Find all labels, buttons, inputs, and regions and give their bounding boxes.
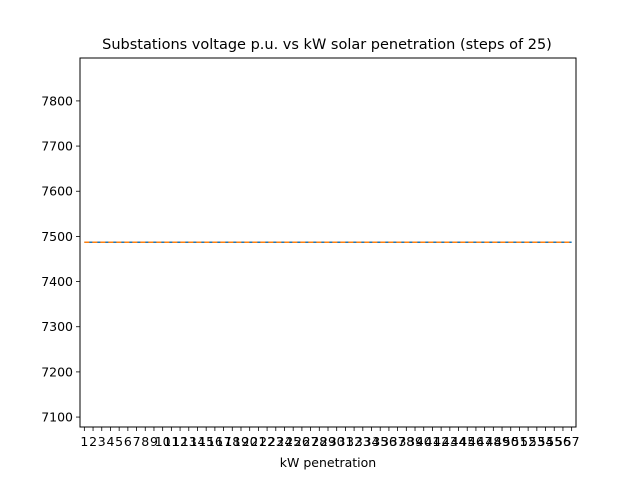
x-tick-label: 19 [233,434,249,449]
x-tick-label: 23 [268,434,284,449]
x-tick-label: 26 [294,434,310,449]
y-tick-label: 7800 [41,93,73,108]
x-tick-label: 44 [451,434,467,449]
x-tick-label: 3 [98,434,106,449]
y-tick-label: 7500 [41,229,73,244]
x-tick-label: 53 [529,434,545,449]
x-axis-label: kW penetration [280,455,376,470]
x-tick-label: 33 [355,434,371,449]
x-tick-label: 46 [468,434,484,449]
x-tick-label: 13 [181,434,197,449]
x-tick-label: 8 [141,434,149,449]
x-tick-label: 25 [285,434,301,449]
x-tick-label: 36 [381,434,397,449]
x-tick-label: 4 [106,434,114,449]
y-tick-label: 7600 [41,184,73,199]
x-tick-label: 24 [277,434,293,449]
x-tick-label: 20 [242,434,258,449]
x-tick-label: 42 [433,434,449,449]
x-tick-label: 28 [311,434,327,449]
x-tick-label: 12 [172,434,188,449]
x-tick-label: 18 [224,434,240,449]
y-axis: 7100 7200 7300 7400 7500 7600 7700 7800 [41,93,80,425]
y-tick-label: 7400 [41,274,73,289]
x-tick-label: 45 [459,434,475,449]
x-tick-label: 43 [442,434,458,449]
x-tick-label: 5 [115,434,123,449]
x-tick-label: 50 [503,434,519,449]
x-tick-label: 51 [511,434,527,449]
x-tick-label: 7 [133,434,141,449]
x-tick-label: 31 [337,434,353,449]
y-tick-label: 7100 [41,410,73,425]
y-tick-label: 7200 [41,364,73,379]
x-tick-label: 35 [372,434,388,449]
x-tick-label: 49 [494,434,510,449]
x-tick-label: 21 [250,434,266,449]
x-tick-label: 16 [207,434,223,449]
chart-title: Substations voltage p.u. vs kW solar pen… [102,37,552,53]
x-tick-label: 30 [329,434,345,449]
x-tick-label: 47 [477,434,493,449]
x-tick-label: 52 [520,434,536,449]
x-tick-label: 39 [407,434,423,449]
x-tick-label: 37 [390,434,406,449]
y-tick-label: 7700 [41,139,73,154]
x-tick-label: 38 [398,434,414,449]
x-tick-label: 41 [424,434,440,449]
x-axis: 1 2 3 4 5 6 7 8 91011121314151617181920212223242… [80,427,580,449]
x-tick-label: 57 [564,434,580,449]
x-tick-label: 14 [190,434,206,449]
x-tick-label: 15 [198,434,214,449]
x-tick-label: 6 [124,434,132,449]
x-tick-label: 34 [364,434,380,449]
x-tick-label: 22 [259,434,275,449]
x-tick-label: 11 [163,434,179,449]
x-tick-label: 54 [538,434,554,449]
x-tick-label: 29 [320,434,336,449]
x-tick-label: 56 [555,434,571,449]
x-tick-label: 32 [346,434,362,449]
x-tick-label: 2 [89,434,97,449]
x-tick-label: 27 [303,434,319,449]
x-tick-label: 40 [416,434,432,449]
x-tick-label: 9 [150,434,158,449]
x-tick-label: 1 [80,434,88,449]
x-tick-label: 10 [155,434,171,449]
x-tick-label: 17 [216,434,232,449]
y-tick-label: 7300 [41,319,73,334]
x-tick-label: 55 [546,434,562,449]
x-tick-label: 48 [485,434,501,449]
